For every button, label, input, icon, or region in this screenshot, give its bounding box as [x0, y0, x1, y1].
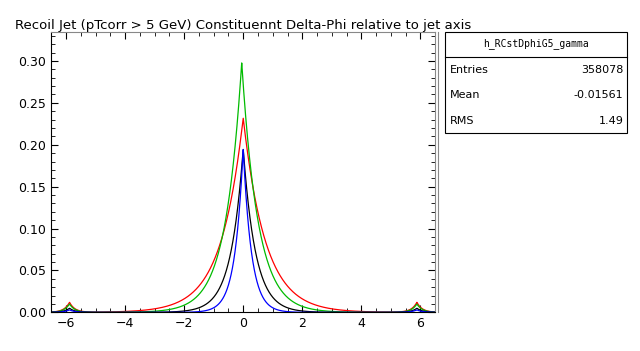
Text: 1.49: 1.49 — [598, 115, 623, 126]
Text: Mean: Mean — [450, 90, 481, 100]
Text: RMS: RMS — [450, 115, 474, 126]
Text: 358078: 358078 — [581, 65, 623, 75]
Text: Entries: Entries — [450, 65, 489, 75]
Text: -0.01561: -0.01561 — [573, 90, 623, 100]
Title: Recoil Jet (pTcorr > 5 GeV) Constituennt Delta-Phi relative to jet axis: Recoil Jet (pTcorr > 5 GeV) Constituennt… — [15, 19, 471, 32]
Text: h_RCstDphiG5_gamma: h_RCstDphiG5_gamma — [483, 38, 589, 49]
